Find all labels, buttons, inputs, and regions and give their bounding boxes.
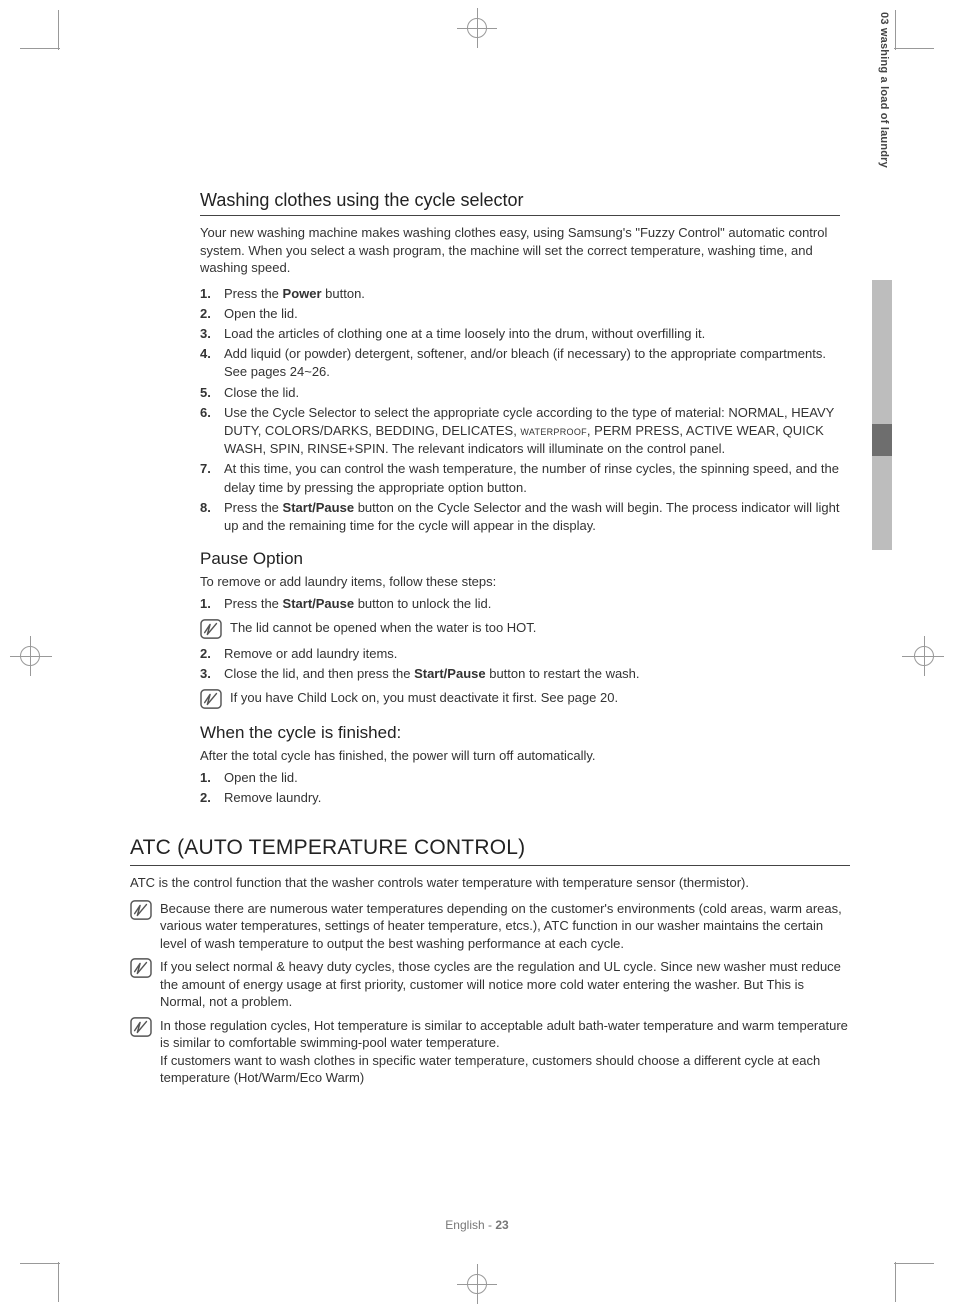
atc-heading: ATC (AUTO TEMPERATURE CONTROL) — [130, 836, 850, 866]
finish-steps: Open the lid. Remove laundry. — [200, 769, 840, 807]
note-text: Because there are numerous water tempera… — [160, 900, 850, 953]
note-text: In those regulation cycles, Hot temperat… — [160, 1017, 850, 1087]
section-tab-label: 03 washing a load of laundry — [878, 8, 890, 278]
step-3: Load the articles of clothing one at a t… — [200, 325, 840, 343]
section-tab-marker — [872, 424, 892, 456]
step-5: Close the lid. — [200, 384, 840, 402]
finish-step-2: Remove laundry. — [200, 789, 840, 807]
atc-note-1: Because there are numerous water tempera… — [130, 900, 850, 953]
section-heading: Washing clothes using the cycle selector — [200, 190, 840, 216]
pause-step-1: Press the Start/Pause button to unlock t… — [200, 595, 840, 613]
page-footer: English - 23 — [0, 1218, 954, 1232]
atc-note-3: In those regulation cycles, Hot temperat… — [130, 1017, 850, 1087]
note-icon — [130, 1017, 152, 1037]
pause-steps-cont: Remove or add laundry items. Close the l… — [200, 645, 840, 683]
step-2: Open the lid. — [200, 305, 840, 323]
pause-intro: To remove or add laundry items, follow t… — [200, 573, 840, 591]
intro-text: Your new washing machine makes washing c… — [200, 224, 840, 277]
pause-step-2: Remove or add laundry items. — [200, 645, 840, 663]
note-icon — [130, 900, 152, 920]
note-child-lock: If you have Child Lock on, you must deac… — [200, 689, 840, 709]
pause-steps: Press the Start/Pause button to unlock t… — [200, 595, 840, 613]
finish-step-1: Open the lid. — [200, 769, 840, 787]
pause-heading: Pause Option — [200, 549, 840, 569]
step-8: Press the Start/Pause button on the Cycl… — [200, 499, 840, 535]
step-1: Press the Power button. — [200, 285, 840, 303]
finish-intro: After the total cycle has finished, the … — [200, 747, 840, 765]
main-steps: Press the Power button. Open the lid. Lo… — [200, 285, 840, 535]
note-hot-lid: The lid cannot be opened when the water … — [200, 619, 840, 639]
step-7: At this time, you can control the wash t… — [200, 460, 840, 496]
note-icon — [200, 689, 222, 709]
note-text: The lid cannot be opened when the water … — [230, 619, 840, 637]
note-icon — [200, 619, 222, 639]
note-text: If you have Child Lock on, you must deac… — [230, 689, 840, 707]
finish-heading: When the cycle is finished: — [200, 723, 840, 743]
atc-note-2: If you select normal & heavy duty cycles… — [130, 958, 850, 1011]
section-tab — [872, 280, 892, 550]
atc-intro: ATC is the control function that the was… — [130, 874, 850, 892]
step-6: Use the Cycle Selector to select the app… — [200, 404, 840, 459]
pause-step-3: Close the lid, and then press the Start/… — [200, 665, 840, 683]
note-text: If you select normal & heavy duty cycles… — [160, 958, 850, 1011]
note-icon — [130, 958, 152, 978]
step-4: Add liquid (or powder) detergent, soften… — [200, 345, 840, 381]
